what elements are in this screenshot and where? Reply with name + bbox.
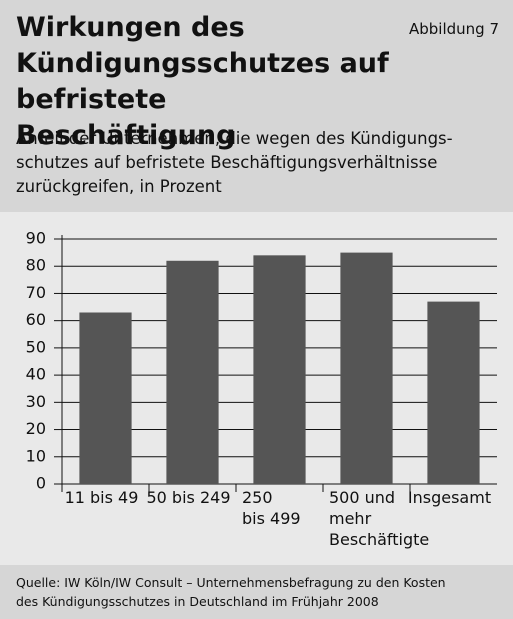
y-tick-label: 10 [26,446,46,465]
bar [79,312,132,484]
y-tick-label: 30 [26,392,46,411]
y-tick-label: 90 [26,229,46,248]
y-tick-label: 50 [26,337,46,356]
subtitle: Anteil der Unternehmen, die wegen des Kü… [16,129,453,196]
y-tick-label: 80 [26,256,46,275]
y-tick-label: 70 [26,283,46,302]
y-tick-label: 0 [36,474,46,493]
bar [427,301,480,484]
chart: 0 10 20 30 40 50 60 70 80 90 [26,229,497,493]
source: Quelle: IW Köln/IW Consult – Unternehmen… [16,575,446,609]
figure-label: Abbildung 7 [408,20,499,38]
chart-title: Wirkungen des Kündigungsschutzes auf bef… [16,12,389,151]
bar [253,255,306,484]
x-tick-label: 11 bis 49 [64,488,139,507]
y-tick-label: 20 [26,419,46,438]
x-tick-label: 250 bis 499 [242,488,301,528]
x-tick-label: Insgesamt [407,488,492,507]
x-tick-label: 500 und mehr Beschäftigte [329,488,430,549]
footer: Quelle: IW Köln/IW Consult – Unternehmen… [0,565,513,619]
y-tick-label: 60 [26,310,46,329]
x-tick-label: 50 bis 249 [146,488,231,507]
y-tick-label: 40 [26,365,46,384]
header: Wirkungen des Kündigungsschutzes auf bef… [0,0,513,212]
bar [166,260,219,484]
bar [340,252,393,484]
